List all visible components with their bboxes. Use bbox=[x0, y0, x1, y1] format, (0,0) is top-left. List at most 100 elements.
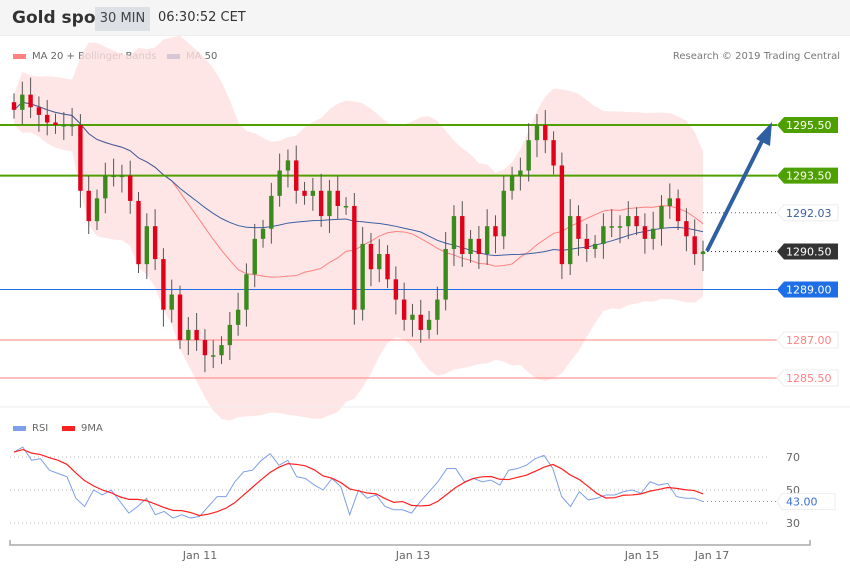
rsi-9ma-line bbox=[13, 448, 704, 517]
candle-body bbox=[128, 175, 133, 201]
legend-9ma: 9MA bbox=[62, 423, 103, 434]
candle-body bbox=[443, 248, 448, 300]
rsi-line bbox=[13, 446, 704, 519]
candle-body bbox=[260, 228, 266, 239]
candle-body bbox=[584, 238, 589, 249]
candle-body bbox=[11, 102, 17, 110]
candle-body bbox=[202, 340, 208, 356]
candle-body bbox=[186, 329, 191, 341]
candle-body bbox=[377, 254, 382, 270]
candle-body bbox=[509, 175, 515, 191]
candle-body bbox=[484, 226, 490, 255]
candle-body bbox=[244, 274, 249, 310]
candle-body bbox=[111, 175, 116, 178]
forecast-arrowhead bbox=[756, 122, 772, 146]
legend-swatch bbox=[13, 54, 26, 59]
candle-body bbox=[551, 140, 556, 166]
candle-body bbox=[136, 200, 141, 265]
candle-body bbox=[543, 125, 548, 141]
x-axis bbox=[9, 540, 811, 546]
candle-body bbox=[302, 190, 307, 196]
candle-body bbox=[61, 125, 67, 127]
candle-body bbox=[617, 226, 623, 228]
level-tag bbox=[776, 204, 839, 222]
x-tick-label: Jan 11 bbox=[182, 549, 217, 562]
candle-body bbox=[352, 205, 357, 310]
candle-body bbox=[684, 221, 689, 237]
level-tag bbox=[777, 243, 838, 260]
credit: Research © 2019 Trading Central bbox=[672, 51, 840, 62]
candle-body bbox=[335, 190, 340, 206]
candle-body bbox=[177, 294, 183, 341]
candle-body bbox=[667, 198, 672, 206]
candle-body bbox=[518, 170, 523, 176]
candle-body bbox=[194, 329, 199, 341]
candle-body bbox=[86, 190, 91, 222]
candle-body bbox=[659, 205, 664, 229]
level-tag bbox=[776, 331, 839, 349]
candle-body bbox=[435, 299, 440, 320]
candle-body bbox=[36, 107, 42, 115]
header: Gold spot 30 MIN 06:30:52 CET bbox=[0, 0, 850, 36]
candle-body bbox=[318, 190, 324, 217]
level-label: 1293.50 bbox=[786, 170, 832, 183]
candle-body bbox=[360, 243, 365, 310]
legend-label: RSI bbox=[32, 423, 49, 434]
candle-body bbox=[53, 122, 58, 125]
level-tag bbox=[777, 117, 838, 133]
candle-body bbox=[559, 165, 565, 265]
legend-rsi: RSI bbox=[13, 423, 48, 434]
x-tick-label: Jan 15 bbox=[624, 549, 659, 562]
candle-body bbox=[650, 228, 656, 239]
candle-body bbox=[592, 243, 598, 249]
candle-body bbox=[45, 114, 50, 123]
level-tag bbox=[776, 369, 839, 387]
level-label: 1292.03 bbox=[786, 207, 832, 220]
candle-body bbox=[144, 226, 150, 265]
x-tick-label: Jan 13 bbox=[395, 549, 430, 562]
level-label: 1285.50 bbox=[786, 372, 832, 385]
candle-body bbox=[634, 216, 639, 227]
candle-body bbox=[219, 345, 224, 356]
candle-body bbox=[426, 319, 432, 330]
timestamp: 06:30:52 CET bbox=[158, 10, 246, 25]
candle-body bbox=[626, 216, 631, 227]
candle-body bbox=[294, 160, 299, 191]
level-label: 1289.00 bbox=[786, 283, 832, 296]
legend-swatch bbox=[13, 426, 26, 431]
candle-body bbox=[567, 216, 573, 265]
candle-body bbox=[169, 294, 174, 310]
candle-body bbox=[368, 243, 374, 270]
candle-body bbox=[642, 226, 648, 239]
candle-body bbox=[285, 160, 291, 171]
candle-body bbox=[310, 190, 316, 196]
candle-body bbox=[161, 259, 166, 310]
candle-body bbox=[20, 94, 25, 110]
candle-body bbox=[211, 355, 216, 357]
instrument-title: Gold spot bbox=[12, 8, 104, 28]
level-label: 1290.50 bbox=[786, 246, 832, 259]
candle-body bbox=[601, 226, 606, 244]
level-label: 1287.00 bbox=[786, 334, 832, 347]
candle-body bbox=[534, 125, 540, 141]
candle-body bbox=[418, 314, 423, 330]
candle-body bbox=[501, 190, 506, 237]
candle-body bbox=[269, 195, 274, 229]
candle-body bbox=[227, 324, 233, 346]
candle-body bbox=[78, 125, 83, 191]
rsi-last-tag bbox=[776, 493, 836, 511]
candle-body bbox=[94, 198, 100, 222]
candle-body bbox=[327, 190, 332, 217]
candle-body bbox=[103, 175, 108, 199]
forecast-arrow bbox=[705, 136, 766, 252]
candle-body bbox=[476, 238, 482, 255]
level-label: 1295.50 bbox=[786, 119, 832, 132]
timeframe-button[interactable]: 30 MIN bbox=[95, 7, 150, 31]
level-tag bbox=[777, 281, 838, 298]
candle-body bbox=[493, 226, 498, 237]
candle-body bbox=[277, 170, 282, 196]
level-tag bbox=[777, 167, 838, 184]
candle-body bbox=[576, 216, 581, 239]
candle-body bbox=[460, 216, 465, 255]
candle-body bbox=[152, 226, 158, 260]
